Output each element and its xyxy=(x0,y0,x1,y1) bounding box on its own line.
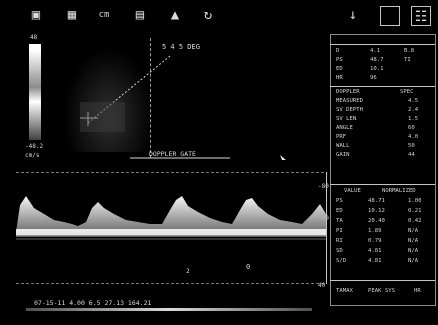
panel-top-rule xyxy=(330,44,435,45)
panel-mid-header: DOPPLER SPEC xyxy=(336,89,414,95)
bmode-right-edge xyxy=(150,38,152,158)
footer-info: 07-15-11 4.00 6.5 27.13 164.21 xyxy=(34,299,152,307)
panel-mid-row: WALL 50 xyxy=(336,143,415,149)
scale-top-label: 48 xyxy=(30,34,38,41)
doppler-gate-label: DOPPLER GATE xyxy=(149,150,196,158)
scale-bottom-label: -48.2 xyxy=(25,143,44,150)
panel-mid-row: ANGLE 60 xyxy=(336,125,415,131)
panel-low-header: VALUE NORMALIZED xyxy=(344,188,416,194)
panel-bottom-rule xyxy=(330,280,435,281)
panel-top-row: HR 96 xyxy=(336,75,377,81)
panel-top-row: PS 48.7 TI xyxy=(336,57,411,63)
panel-mid-row: GAIN 44 xyxy=(336,152,415,158)
panel-mid-row: SV LEN 1.5 xyxy=(336,116,419,122)
capture-icon[interactable] xyxy=(380,6,400,26)
angle-label: 5 4 5 DEG xyxy=(162,43,200,51)
footer-progress-bar xyxy=(26,308,312,311)
panel-mid-rule xyxy=(330,86,435,87)
panel-top-row: D 4.1 B.8 xyxy=(336,48,415,54)
panel-low-row: PS 48.71 1.00 xyxy=(336,198,422,204)
spectrum-axis-top: -80 xyxy=(318,183,329,190)
arrow-down-icon[interactable]: ↓ xyxy=(348,7,358,23)
panel-low-row: SD 4.81 N/A xyxy=(336,248,419,254)
measure-label: cm xyxy=(98,10,110,20)
panel-low-row: ED 10.12 0.21 xyxy=(336,208,422,214)
upper-divider xyxy=(16,172,324,173)
cursor-icon[interactable]: ▲ xyxy=(170,7,180,23)
grayscale-bar xyxy=(29,44,41,140)
spectrum-axis-bottom: 40 xyxy=(318,282,326,289)
panel-low-row: TA 20.40 0.42 xyxy=(336,218,422,224)
panel-low-row: PI 1.89 N/A xyxy=(336,228,419,234)
panel-mid-row: PRF 4.0 xyxy=(336,134,419,140)
panel-low-rule xyxy=(330,184,435,185)
monitor-icon[interactable]: ▣ xyxy=(31,7,41,23)
panel-mid-row: SV DEPTH 2.4 xyxy=(336,107,419,113)
image-icon[interactable]: ▤ xyxy=(135,7,145,23)
refresh-icon[interactable]: ↻ xyxy=(203,7,213,23)
scale-unit-label: cm/s xyxy=(25,152,40,159)
grid-icon[interactable]: ▦ xyxy=(67,7,77,23)
info-panel xyxy=(330,34,436,306)
panel-low-row: RI 0.79 N/A xyxy=(336,238,419,244)
panel-bottom-row: TAMAX PEAK SYS HR xyxy=(336,288,421,294)
panel-low-row: S/D 4.81 N/A xyxy=(336,258,419,264)
panel-mid-row: MEASURED 4.5 xyxy=(336,98,419,104)
spectrum-bottom-line xyxy=(16,283,324,284)
bmode-image xyxy=(56,36,152,152)
spectrum-right-axis xyxy=(326,172,327,284)
panel-top-row: ED 10.1 xyxy=(336,66,384,72)
measure-icon[interactable]: cm xyxy=(92,5,116,25)
spectrum-baseline-mark: 2 xyxy=(186,268,190,275)
spectrum-marker: 0 xyxy=(246,263,251,271)
grid-box-icon[interactable]: ☷ xyxy=(411,6,431,26)
